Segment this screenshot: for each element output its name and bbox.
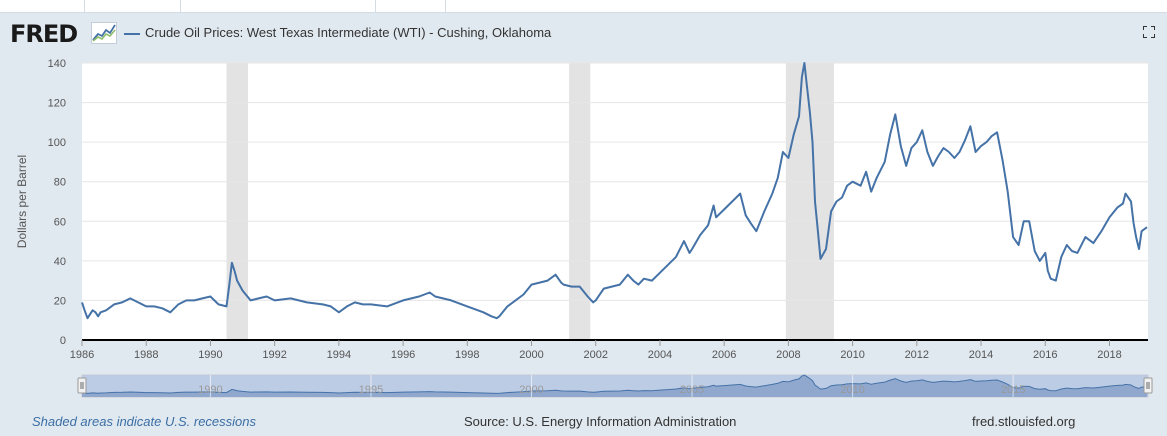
x-tick-label: 2004: [648, 349, 672, 361]
x-tick-label: 2016: [1033, 349, 1057, 361]
navigator-series-area: [82, 375, 1147, 397]
series-line: [81, 62, 1148, 320]
x-tick-label: 2000: [519, 349, 543, 361]
tab-divider: [375, 0, 376, 12]
x-tick-label: 1998: [455, 349, 479, 361]
y-tick-label: 140: [48, 58, 66, 70]
navigator-tick-label: 1990: [198, 384, 222, 396]
chart-header: FRED Crude Oil Prices: West Texas Interm…: [0, 14, 1167, 54]
tab-divider: [180, 0, 181, 12]
navigator-series-line: [81, 374, 1148, 394]
x-tick-label: 2018: [1097, 349, 1121, 361]
navigator-ticks: 1990 1995 2000 2005 2010 2015: [198, 375, 1025, 397]
plot-area: [82, 63, 1148, 340]
x-tick-label: 1986: [70, 349, 94, 361]
x-tick-label: 1992: [262, 349, 286, 361]
y-tick-label: 0: [60, 335, 66, 347]
x-axis-ticks: 1986 1988 1990 1992 1994 1996 1998 2000 2002 2004…: [70, 340, 1122, 361]
navigator-tick-label: 2010: [840, 384, 864, 396]
chart-title: Crude Oil Prices: West Texas Intermediat…: [145, 25, 552, 40]
gridlines: [82, 62, 1148, 301]
x-tick-label: 1990: [198, 349, 222, 361]
y-tick-label: 40: [54, 256, 66, 268]
y-tick-label: 100: [48, 137, 66, 149]
navigator-handle-left[interactable]: [77, 377, 87, 394]
navigator-tick-label: 2015: [1001, 384, 1025, 396]
handle-grip[interactable]: [1143, 377, 1153, 394]
navigator-tick-label: 1995: [359, 384, 383, 396]
x-tick-label: 2002: [583, 349, 607, 361]
source-credit: Source: U.S. Energy Information Administ…: [464, 414, 737, 429]
tab-divider: [445, 0, 446, 12]
navigator-handle-right[interactable]: [1143, 377, 1153, 394]
fred-logo[interactable]: FRED: [10, 20, 78, 48]
y-axis-title: Dollars per Barrel: [15, 155, 29, 248]
navigator[interactable]: 1990 1995 2000 2005 2010 2015: [77, 374, 1153, 398]
x-tick-label: 2014: [969, 349, 993, 361]
y-tick-label: 80: [54, 177, 66, 189]
recession-note: Shaded areas indicate U.S. recessions: [32, 414, 257, 429]
x-tick-label: 2006: [712, 349, 736, 361]
recession-band: [226, 63, 249, 340]
legend-series-swatch: [124, 33, 140, 35]
x-tick-label: 1988: [134, 349, 158, 361]
site-credit[interactable]: fred.stlouisfed.org: [972, 414, 1076, 429]
x-tick-label: 2010: [840, 349, 864, 361]
y-tick-label: 60: [54, 216, 66, 228]
navigator-tick-label: 2005: [680, 384, 704, 396]
x-tick-label: 1996: [391, 349, 415, 361]
navigator-tick-label: 2000: [519, 384, 543, 396]
line-graph-icon: [91, 22, 117, 44]
recession-band: [569, 63, 591, 340]
top-strip: [0, 0, 1167, 13]
x-tick-label: 1994: [327, 349, 351, 361]
handle-grip[interactable]: [77, 377, 87, 394]
x-tick-label: 2008: [776, 349, 800, 361]
y-axis-ticks: 0 20 40 60 80 100 120 140: [48, 58, 66, 347]
tab-divider: [84, 0, 85, 12]
y-tick-label: 120: [48, 98, 66, 110]
x-tick-label: 2012: [905, 349, 929, 361]
y-tick-label: 20: [54, 295, 66, 307]
